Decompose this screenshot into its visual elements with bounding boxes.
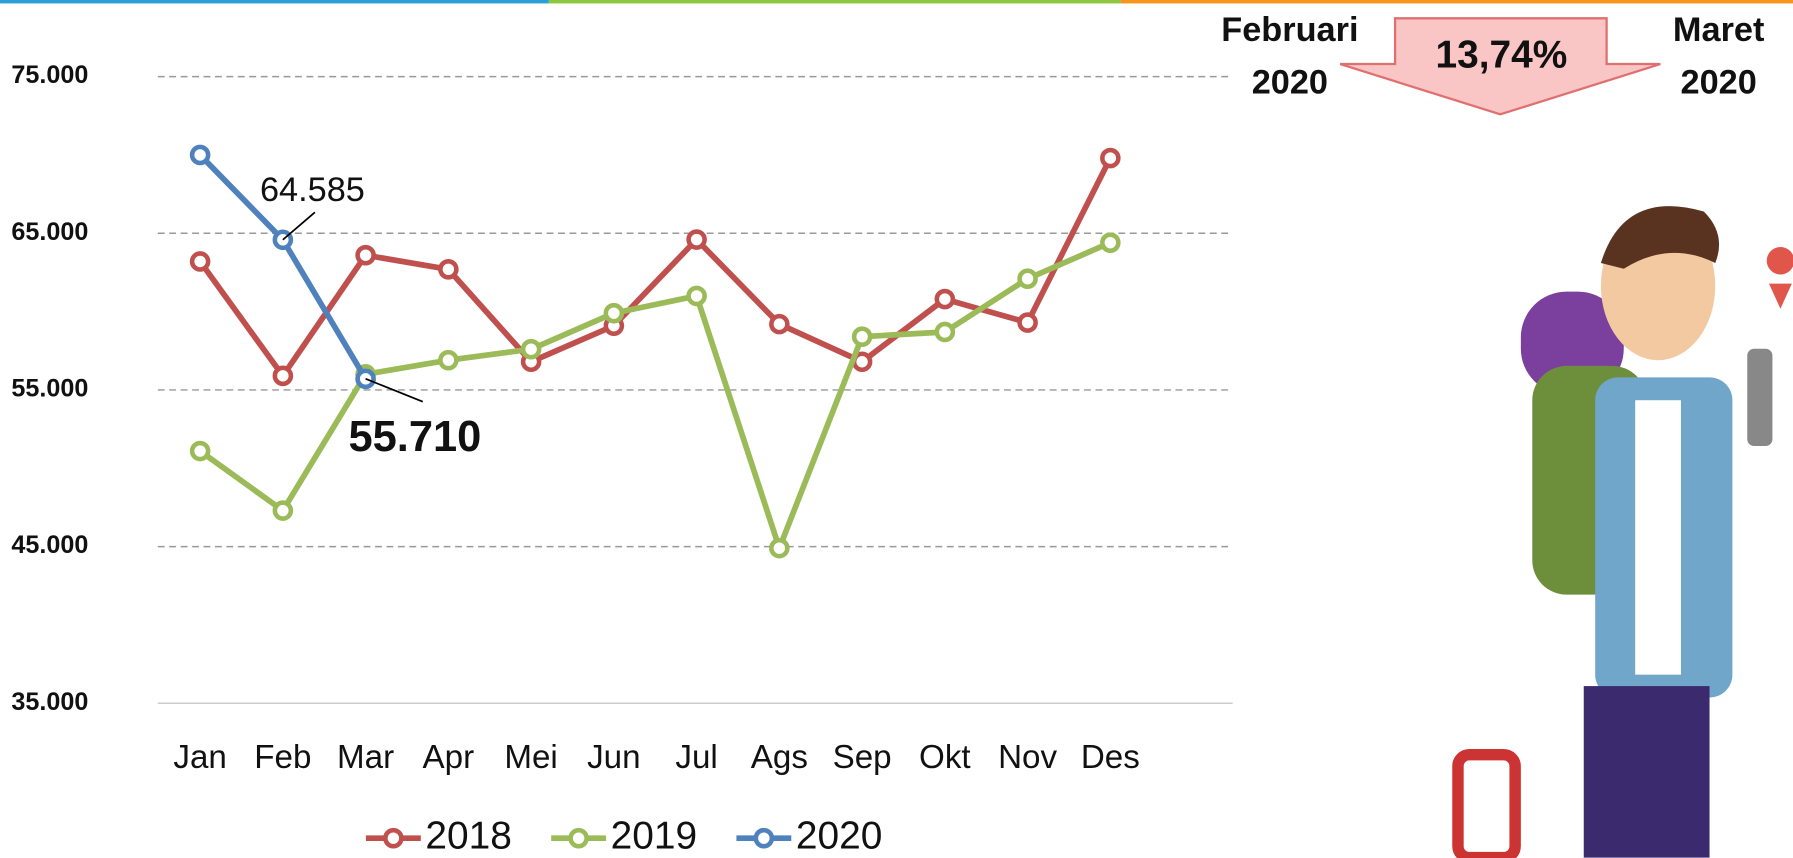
legend-label: 2020 <box>796 814 882 857</box>
data-point <box>1100 147 1121 169</box>
data-point <box>769 537 790 559</box>
x-tick-label: Jan <box>173 739 226 776</box>
data-point <box>438 259 459 280</box>
x-tick-label: Jun <box>587 739 640 776</box>
legend-marker <box>753 827 775 849</box>
x-tick-label: Nov <box>998 739 1057 776</box>
series-line <box>197 156 1113 379</box>
data-point <box>189 251 211 272</box>
data-point <box>1017 268 1038 289</box>
value-label: 55.710 <box>348 413 481 461</box>
data-point <box>934 288 956 310</box>
data-point <box>934 321 956 343</box>
y-tick-label: 65.000 <box>11 218 88 246</box>
x-tick-label: Mar <box>337 739 394 776</box>
legend-label: 2018 <box>425 814 511 857</box>
change-arrow <box>1339 17 1661 116</box>
x-tick-label: Sep <box>833 739 892 776</box>
top-bar <box>1120 0 1793 4</box>
to-label: Maret 2020 <box>1673 11 1765 102</box>
x-tick-label: Apr <box>423 739 475 776</box>
y-tick-label: 55.000 <box>11 375 88 403</box>
x-tick-label: Ags <box>751 739 808 776</box>
data-point <box>272 500 294 521</box>
x-tick-label: Feb <box>254 739 311 776</box>
series-line <box>198 240 1112 552</box>
value-label: 64.585 <box>260 171 365 209</box>
data-point <box>355 368 376 390</box>
y-tick-label: 75.000 <box>11 61 88 89</box>
label-leader <box>365 378 424 403</box>
data-point <box>355 244 376 266</box>
data-point <box>1100 232 1121 253</box>
x-tick-label: Des <box>1081 739 1140 776</box>
data-point <box>272 365 294 387</box>
data-point <box>686 285 707 307</box>
x-tick-label: Okt <box>919 739 971 776</box>
data-point <box>438 349 459 371</box>
top-bar <box>548 0 1121 4</box>
data-point <box>851 326 873 347</box>
x-tick-label: Mei <box>504 739 557 776</box>
from-label: Februari 2020 <box>1221 11 1358 102</box>
legend-label: 2019 <box>611 814 697 857</box>
legend-marker <box>383 827 404 849</box>
data-point <box>189 144 211 166</box>
x-tick-label: Jul <box>675 739 717 776</box>
label-leader <box>282 211 316 241</box>
top-bar <box>0 0 549 4</box>
data-point <box>520 338 542 360</box>
data-point <box>769 313 790 335</box>
data-point <box>1017 312 1038 333</box>
data-point <box>603 302 625 324</box>
data-point <box>189 440 211 462</box>
legend-marker <box>568 827 589 849</box>
y-tick-label: 45.000 <box>11 531 88 559</box>
data-point <box>686 229 707 250</box>
y-tick-label: 35.000 <box>11 688 88 716</box>
change-label: 13,74% <box>1436 33 1568 76</box>
illustration <box>1452 206 1793 858</box>
